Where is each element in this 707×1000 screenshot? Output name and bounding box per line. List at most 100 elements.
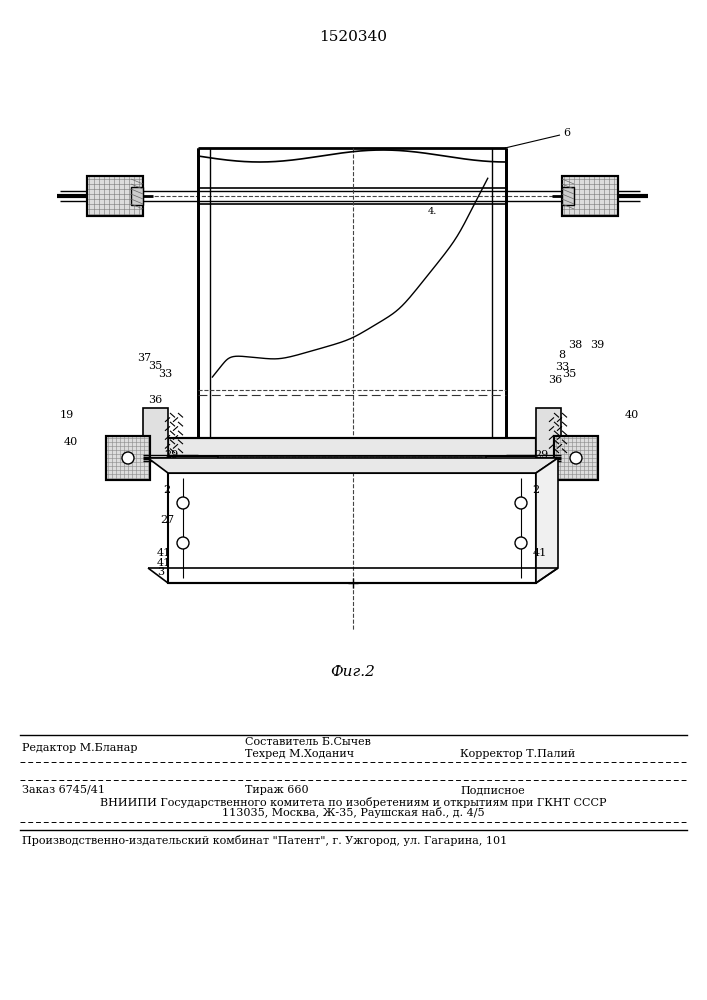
- Bar: [382, 457, 386, 467]
- Text: 40: 40: [625, 410, 639, 420]
- Bar: [143, 408, 168, 458]
- Text: 1520340: 1520340: [319, 30, 387, 44]
- Text: Фиг.2: Фиг.2: [331, 665, 375, 679]
- Text: 33: 33: [555, 362, 569, 372]
- Circle shape: [122, 452, 134, 464]
- Bar: [87, 176, 143, 216]
- Bar: [131, 187, 143, 205]
- Bar: [274, 457, 278, 467]
- Bar: [268, 457, 272, 467]
- Bar: [418, 457, 422, 467]
- Bar: [562, 176, 618, 216]
- Bar: [334, 457, 338, 467]
- Circle shape: [570, 452, 582, 464]
- Bar: [454, 457, 458, 467]
- Text: Производственно-издательский комбинат "Патент", г. Ужгород, ул. Гагарина, 101: Производственно-издательский комбинат "П…: [22, 834, 507, 846]
- Text: 4.: 4.: [428, 208, 438, 217]
- Text: 41: 41: [533, 548, 547, 558]
- Circle shape: [177, 497, 189, 509]
- Text: 37: 37: [137, 353, 151, 363]
- Bar: [168, 438, 536, 456]
- Bar: [364, 457, 368, 467]
- Circle shape: [177, 537, 189, 549]
- Text: Подписное: Подписное: [460, 785, 525, 795]
- Bar: [554, 436, 598, 480]
- Text: Редактор М.Бланар: Редактор М.Бланар: [22, 743, 137, 753]
- Text: 39: 39: [590, 340, 604, 350]
- Bar: [250, 457, 254, 467]
- Bar: [478, 457, 482, 467]
- Text: 29: 29: [164, 450, 178, 460]
- Polygon shape: [536, 458, 558, 583]
- Bar: [466, 457, 470, 467]
- Bar: [304, 457, 308, 467]
- Bar: [376, 457, 380, 467]
- Text: 33: 33: [158, 369, 173, 379]
- Text: Составитель Б.Сычев: Составитель Б.Сычев: [245, 737, 371, 747]
- Bar: [87, 176, 143, 216]
- Text: 113035, Москва, Ж-35, Раушская наб., д. 4/5: 113035, Москва, Ж-35, Раушская наб., д. …: [222, 808, 484, 818]
- Bar: [106, 436, 150, 480]
- Bar: [232, 457, 236, 467]
- Text: 35: 35: [562, 369, 576, 379]
- Text: Техред М.Ходанич: Техред М.Ходанич: [245, 749, 354, 759]
- Circle shape: [515, 497, 527, 509]
- Text: 38: 38: [568, 340, 583, 350]
- Bar: [322, 457, 326, 467]
- Text: 41: 41: [157, 558, 171, 568]
- Bar: [106, 436, 150, 480]
- Bar: [340, 457, 344, 467]
- Bar: [220, 457, 224, 467]
- Bar: [562, 187, 574, 205]
- Bar: [472, 457, 476, 467]
- Bar: [218, 456, 486, 468]
- Bar: [316, 457, 320, 467]
- Bar: [536, 408, 561, 458]
- Bar: [406, 457, 410, 467]
- Bar: [554, 436, 598, 480]
- Text: Тираж 660: Тираж 660: [245, 785, 309, 795]
- Text: 6: 6: [563, 128, 570, 138]
- Text: 35: 35: [148, 361, 162, 371]
- Bar: [412, 457, 416, 467]
- Bar: [352, 457, 356, 467]
- Text: 41: 41: [157, 548, 171, 558]
- Bar: [442, 457, 446, 467]
- Bar: [286, 457, 290, 467]
- Bar: [358, 457, 362, 467]
- Bar: [436, 457, 440, 467]
- Bar: [256, 457, 260, 467]
- Bar: [448, 457, 452, 467]
- Text: Заказ 6745/41: Заказ 6745/41: [22, 785, 105, 795]
- Text: 36: 36: [548, 375, 562, 385]
- Bar: [400, 457, 404, 467]
- Bar: [292, 457, 296, 467]
- Bar: [244, 457, 248, 467]
- Text: 3: 3: [157, 567, 164, 577]
- Bar: [298, 457, 302, 467]
- Text: 29: 29: [534, 450, 548, 460]
- Bar: [460, 457, 464, 467]
- Text: 27: 27: [160, 515, 174, 525]
- Bar: [424, 457, 428, 467]
- Bar: [280, 457, 284, 467]
- Circle shape: [515, 537, 527, 549]
- Bar: [262, 457, 266, 467]
- Bar: [226, 457, 230, 467]
- Bar: [394, 457, 398, 467]
- Bar: [310, 457, 314, 467]
- Bar: [388, 457, 392, 467]
- Polygon shape: [148, 458, 558, 473]
- Text: Корректор Т.Палий: Корректор Т.Палий: [460, 749, 575, 759]
- Bar: [562, 176, 618, 216]
- Text: 19: 19: [60, 410, 74, 420]
- Text: 40: 40: [64, 437, 78, 447]
- Bar: [430, 457, 434, 467]
- Text: 2: 2: [532, 485, 539, 495]
- Text: ВНИИПИ Государственного комитета по изобретениям и открытиям при ГКНТ СССР: ВНИИПИ Государственного комитета по изоб…: [100, 798, 606, 808]
- Bar: [346, 457, 350, 467]
- Text: 2: 2: [163, 485, 170, 495]
- Bar: [328, 457, 332, 467]
- Bar: [168, 473, 536, 583]
- Text: 8: 8: [558, 350, 565, 360]
